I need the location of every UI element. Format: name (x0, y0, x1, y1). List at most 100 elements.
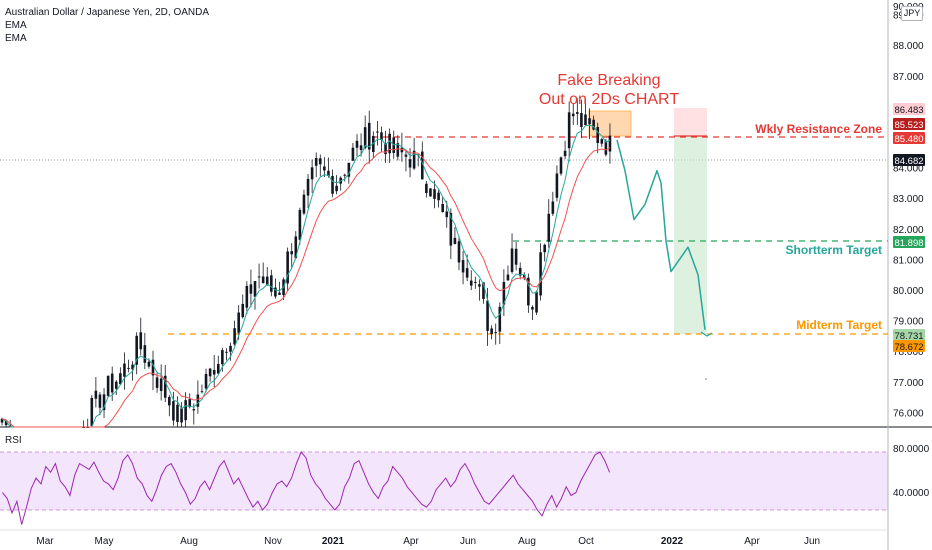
ema-label-1[interactable]: EMA (5, 20, 27, 31)
candle-body (298, 209, 302, 240)
candle-body (592, 119, 595, 130)
candle-body (176, 404, 179, 422)
x-tick-label: Jun (460, 536, 476, 547)
candle-body (449, 213, 453, 246)
price-tag-label: 86.483 (894, 105, 923, 116)
price-tag-label: 78.672 (894, 342, 923, 353)
candle-body (408, 159, 412, 168)
candle-body (372, 135, 375, 152)
candle-body (445, 211, 449, 218)
candle-body (522, 274, 526, 278)
rsi-label: RSI (5, 435, 22, 446)
candle-body (433, 189, 436, 199)
candle-body (0, 418, 4, 423)
candle-body (510, 248, 514, 272)
candle-body (155, 377, 159, 388)
candle-body (494, 332, 498, 334)
candle-body (474, 281, 477, 283)
candle-body (461, 260, 465, 273)
x-tick-label: Aug (180, 536, 198, 547)
x-tick-label: Apr (744, 536, 760, 547)
candle-body (225, 351, 228, 353)
price-tag (893, 154, 925, 166)
candle-body (412, 150, 416, 169)
candle-body (204, 373, 208, 389)
x-tick-label: Apr (403, 536, 419, 547)
candle-body (143, 345, 147, 363)
candle-body (123, 363, 126, 377)
candle-body (453, 237, 457, 245)
candle-body (343, 174, 347, 176)
projection-curve (616, 139, 706, 330)
candle-body (196, 394, 200, 407)
price-axis: 76.000 77.000 78.000 79.000 80.000 81.000 82.0… (893, 2, 924, 419)
candle-body (588, 118, 591, 125)
candle-body (119, 373, 122, 385)
candle-body (151, 359, 155, 376)
candle-body (420, 151, 424, 180)
symbol-title[interactable]: Australian Dollar / Japanese Yen, 2D, OA… (5, 7, 209, 18)
candle-body (159, 378, 163, 392)
candle-body (163, 375, 167, 398)
candle-body (106, 375, 110, 396)
candle-body (233, 328, 236, 345)
candle-body (437, 192, 440, 201)
candle-body (604, 140, 608, 155)
candle-body (294, 236, 298, 259)
candle-body (184, 400, 187, 421)
y-tick-label: 84.000 (893, 164, 924, 175)
y-tick-label: 78.000 (893, 347, 924, 358)
candle-body (363, 127, 367, 149)
candle-body (543, 244, 546, 253)
candle-body (547, 213, 551, 242)
x-tick-label: May (95, 536, 114, 547)
candle-body (172, 401, 175, 421)
candle-body (253, 281, 257, 297)
candle-body (506, 274, 510, 281)
candle-body (359, 145, 363, 150)
legend: Australian Dollar / Japanese Yen, 2D, OA… (5, 6, 209, 45)
price-tags[interactable]: 86.483 85.523 85.480 84.682 81.898 78.73178.6… (893, 103, 925, 353)
y-tick-label: 76.000 (893, 408, 924, 419)
x-tick-label: Aug (518, 536, 536, 547)
x-tick-label: Nov (264, 536, 282, 547)
candle-body (404, 154, 408, 157)
candle-body (600, 139, 604, 144)
candle-body (168, 396, 171, 406)
price-tag (893, 329, 925, 341)
ema-label-2[interactable]: EMA (5, 33, 27, 44)
candle-body (265, 276, 269, 285)
price-tag (893, 103, 925, 115)
projection-arrowhead (700, 331, 713, 337)
candle-body (192, 409, 196, 411)
x-tick-label: Oct (578, 536, 594, 547)
candle-body (278, 292, 281, 295)
candle-body (502, 282, 506, 305)
x-tick-label: 2021 (322, 536, 345, 547)
candle-body (286, 251, 289, 284)
candle-body (310, 167, 314, 180)
candle-body (347, 162, 351, 177)
candle-body (478, 284, 481, 287)
candle-body (249, 284, 253, 294)
candle-body (482, 282, 485, 299)
price-tag (893, 236, 925, 248)
candle-body (535, 291, 538, 313)
currency-button[interactable]: JPY (901, 6, 923, 21)
candle-body (335, 185, 338, 192)
rsi-axis: 80.0000 40.0000 (893, 444, 930, 499)
price-tag (893, 132, 925, 144)
ema-slow-line (1, 147, 611, 428)
annotation-title-line1: Fake Breaking (557, 72, 660, 89)
ema-group (1, 124, 611, 428)
candle-body (237, 312, 240, 333)
candle-body (576, 112, 579, 114)
candle-body (563, 150, 567, 157)
annotation-title-line2: Out on 2Ds CHART (539, 91, 679, 108)
price-tag-label: 84.682 (894, 156, 923, 167)
candle-body (180, 408, 183, 423)
candle-body (555, 173, 559, 198)
candle-body (527, 277, 530, 306)
projection-group (616, 139, 713, 380)
